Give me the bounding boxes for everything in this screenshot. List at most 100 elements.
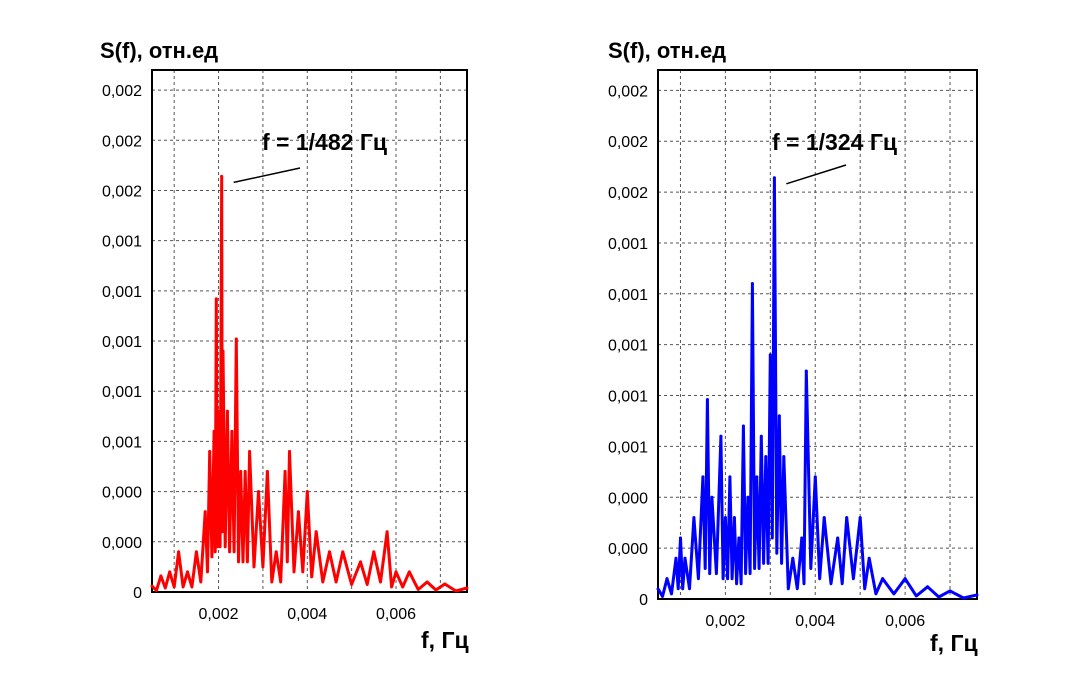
data-point: [385, 530, 389, 534]
y-tick-label: 0,001: [102, 384, 142, 401]
y-tick-label: 0,001: [608, 439, 648, 456]
data-point: [710, 495, 714, 499]
data-point: [217, 409, 221, 413]
data-point: [867, 556, 871, 560]
data-point: [150, 584, 154, 588]
y-axis-label: S(f), отн.ед: [608, 38, 726, 63]
data-point: [759, 434, 763, 438]
data-point: [836, 536, 840, 540]
data-point: [465, 586, 469, 590]
data-point: [327, 550, 331, 554]
data-point: [296, 510, 300, 514]
data-point: [678, 536, 682, 540]
data-point: [234, 337, 238, 341]
x-axis-label: f, Гц: [421, 627, 469, 653]
data-point: [288, 449, 292, 453]
data-point: [230, 429, 234, 433]
data-point: [283, 470, 287, 474]
data-point: [822, 516, 826, 520]
data-point: [741, 424, 745, 428]
y-tick-label: 0,002: [102, 133, 142, 150]
y-tick-label: 0,002: [102, 183, 142, 200]
data-point: [737, 536, 741, 540]
data-point: [159, 574, 163, 578]
y-tick-label: 0,000: [608, 541, 648, 558]
data-point: [221, 349, 225, 353]
data-point: [728, 475, 732, 479]
y-tick-label: 0,000: [608, 490, 648, 507]
y-tick-label: 0,002: [608, 185, 648, 202]
chart-panel-2: 0 0,000 0,000 0,001 0,001 0,001 0,001 0,001 0,00…: [608, 38, 979, 656]
data-point: [948, 589, 952, 593]
series-line-1: [656, 176, 978, 600]
y-tick-label: 0,002: [102, 83, 142, 100]
data-point: [719, 434, 723, 438]
y-tick-label: 0,001: [608, 236, 648, 253]
y-tick-label: 0,002: [608, 83, 648, 100]
data-point: [314, 530, 318, 534]
data-point: [705, 398, 709, 402]
data-point: [804, 369, 808, 373]
data-point: [225, 409, 229, 413]
y-tick-label: 0,000: [102, 535, 142, 552]
data-point: [732, 516, 736, 520]
data-point: [239, 470, 243, 474]
plot-frame: [151, 69, 468, 593]
data-point: [248, 449, 252, 453]
data-point: [755, 475, 759, 479]
data-point: [665, 577, 669, 581]
data-point: [203, 510, 207, 514]
data-point: [674, 556, 678, 560]
data-point: [800, 536, 804, 540]
y-tick-label: 0,001: [608, 389, 648, 406]
y-tick-label: 0: [639, 592, 648, 609]
data-point: [772, 176, 776, 180]
data-point: [723, 516, 727, 520]
data-point: [341, 550, 345, 554]
y-tick-label: 0,002: [608, 134, 648, 151]
y-axis-label: S(f), отн.ед: [100, 38, 218, 63]
data-point: [407, 570, 411, 574]
data-point: [692, 516, 696, 520]
x-tick-label: 0,002: [199, 606, 239, 623]
data-point: [764, 455, 768, 459]
data-point: [656, 587, 660, 591]
peak-annotation: f = 1/324 Гц: [772, 129, 897, 155]
data-point: [212, 429, 216, 433]
data-point: [768, 353, 772, 357]
data-point: [168, 570, 172, 574]
data-point: [683, 556, 687, 560]
x-tick-label: 0,006: [885, 613, 925, 630]
x-tick-label: 0,002: [705, 613, 745, 630]
data-point: [858, 516, 862, 520]
data-point: [443, 582, 447, 586]
data-point: [214, 297, 218, 301]
plot-frame: [657, 69, 978, 600]
data-point: [305, 490, 309, 494]
y-tick-label: 0,000: [102, 485, 142, 502]
x-axis-label: f, Гц: [930, 630, 978, 656]
data-point: [777, 414, 781, 418]
peak-annotation: f = 1/482 Гц: [262, 129, 387, 155]
x-tick-label: 0,004: [795, 613, 835, 630]
data-point: [208, 449, 212, 453]
data-point: [265, 470, 269, 474]
data-point: [359, 560, 363, 564]
data-point: [782, 455, 786, 459]
series-line-1: [150, 174, 468, 593]
y-tick-label: 0,001: [608, 338, 648, 355]
data-point: [177, 550, 181, 554]
data-point: [372, 550, 376, 554]
data-point: [425, 580, 429, 584]
data-point: [903, 577, 907, 581]
y-tick-label: 0,001: [102, 234, 142, 251]
data-point: [975, 593, 979, 597]
x-tick-label: 0,006: [376, 606, 416, 623]
data-point: [274, 550, 278, 554]
y-tick-label: 0,001: [102, 284, 142, 301]
data-point: [194, 550, 198, 554]
y-tick-label: 0,001: [608, 287, 648, 304]
data-point: [746, 495, 750, 499]
